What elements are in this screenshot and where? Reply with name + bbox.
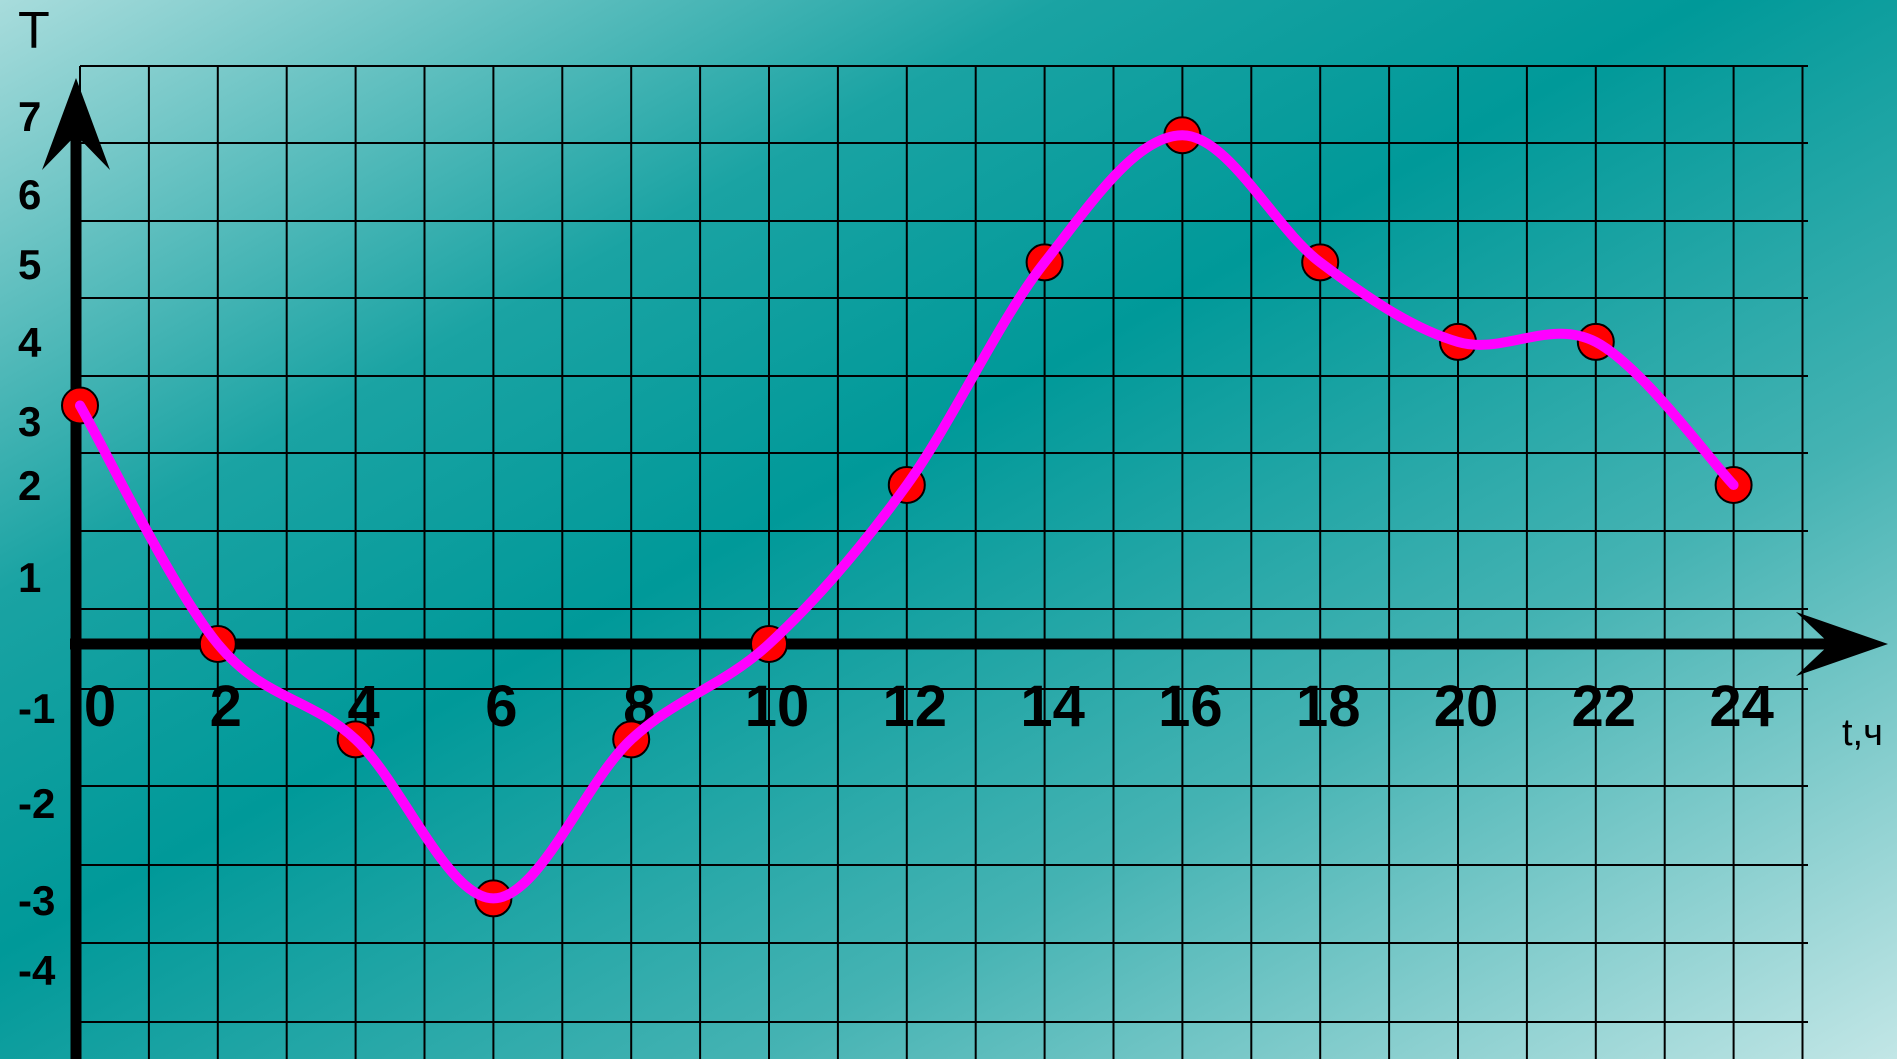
y-tick-label: 4 [18,319,42,366]
y-tick-label: 3 [18,398,41,445]
y-tick-label: 2 [18,462,41,509]
y-tick-label: -2 [18,780,55,827]
y-tick-labels: 7 6 5 4 3 2 1 -1 -2 -3 -4 [18,93,56,994]
x-tick-label: 22 [1572,674,1637,739]
x-tick-label: 20 [1434,674,1499,739]
x-tick-label: 6 [485,674,517,739]
y-tick-label: 5 [18,241,41,288]
y-tick-label: 1 [18,554,41,601]
y-tick-label: 7 [18,93,41,140]
y-tick-label: -3 [18,877,55,924]
x-tick-label: 14 [1020,674,1085,739]
y-axis-arrow [42,78,110,170]
x-tick-label: 12 [883,674,948,739]
x-tick-label: 24 [1709,674,1774,739]
x-tick-labels: 0 2 4 6 8 10 12 14 16 18 20 22 24 [84,674,1774,739]
x-tick-label: 2 [210,674,242,739]
x-axis-label: t,ч [1842,712,1883,754]
series-line [75,130,1739,904]
axes [42,78,1888,1059]
y-tick-label: 6 [18,171,41,218]
y-tick-label: -4 [18,947,56,994]
x-tick-label: 18 [1296,674,1361,739]
x-tick-label: 10 [745,674,810,739]
x-axis-arrow [1796,612,1888,676]
y-axis-label: T [18,2,50,60]
x-tick-label: 16 [1158,674,1223,739]
x-tick-label: 0 [84,674,116,739]
grid [79,65,1808,1059]
y-tick-label: -1 [18,685,55,732]
